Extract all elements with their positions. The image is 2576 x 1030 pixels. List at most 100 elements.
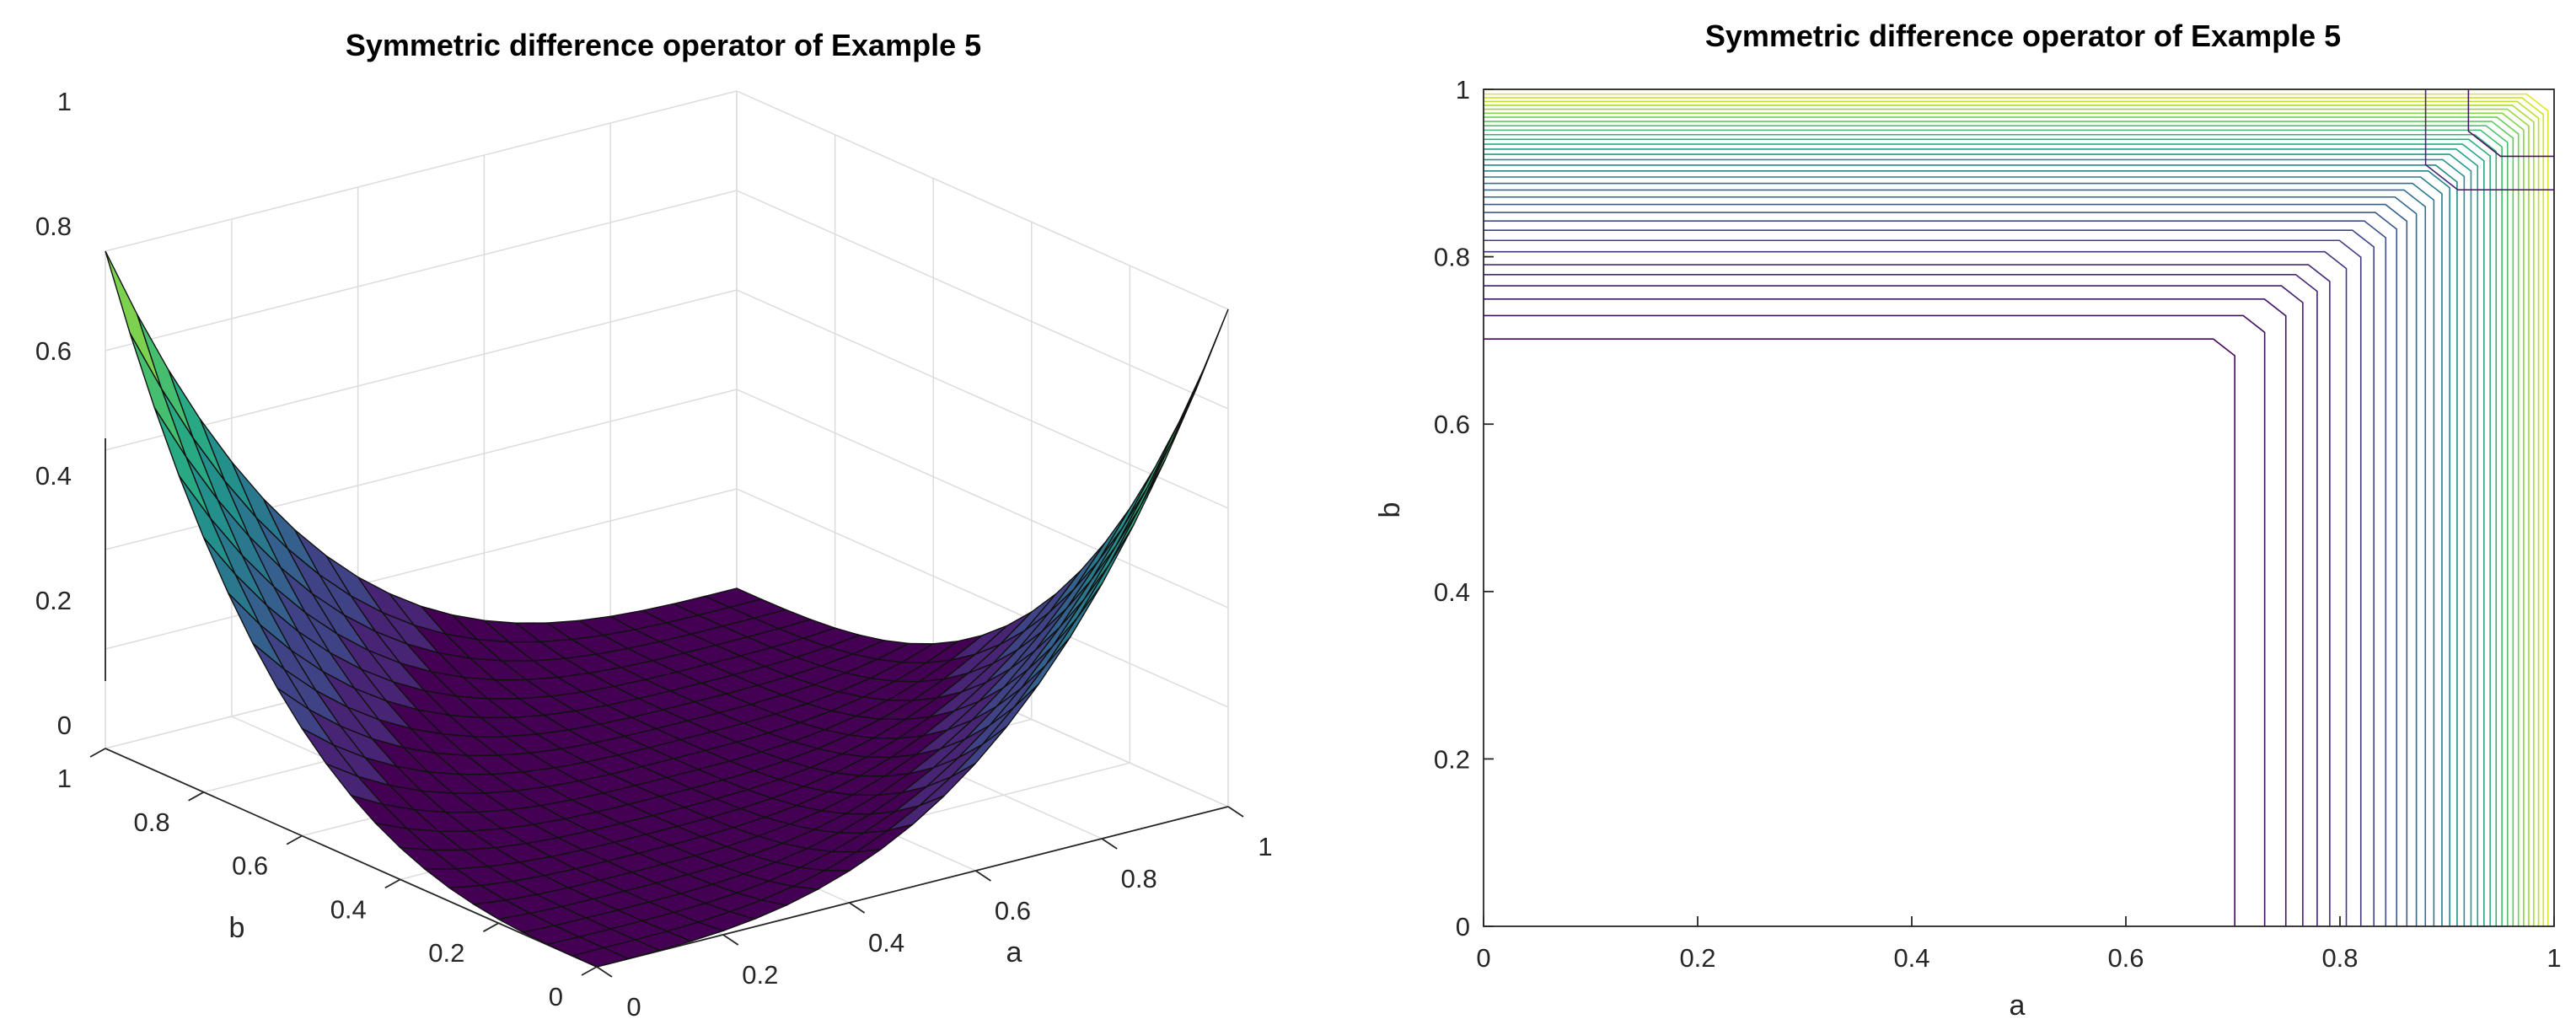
contour-level-line — [1484, 196, 2418, 926]
surface-patch — [1171, 308, 1229, 442]
surface-a-axis — [596, 806, 1229, 968]
contour-title: Symmetric difference operator of Example… — [1705, 19, 2341, 53]
contour-level-line — [1484, 143, 2485, 926]
contour-plot: Symmetric difference operator of Example… — [1374, 19, 2562, 1022]
contour-level-line — [1484, 229, 2375, 926]
contour-level-line — [1484, 212, 2398, 926]
surface-a-tick — [596, 966, 613, 978]
surface-grid-line — [105, 289, 1229, 509]
surface-z-tick-label: 0.4 — [35, 461, 72, 491]
contour-level-line — [1484, 138, 2491, 926]
surface-ticks: 0 0.2 0.4 0.6 0.8 1 0 0.2 0.4 0.6 0.8 1 0 0.2 0.4 0.6 0.… — [35, 87, 1273, 1022]
contour-b-label: b — [1374, 502, 1406, 518]
contour-level-line — [1484, 153, 2472, 926]
contour-level-line — [1484, 189, 2427, 926]
surface-b-tick — [384, 878, 401, 889]
contour-level-line — [1484, 176, 2443, 926]
contour-a-tick-label: 1 — [2546, 943, 2561, 973]
contour-level-line — [1484, 93, 2549, 926]
surface-patch — [1115, 441, 1173, 547]
contour-a-tick-label: 0.2 — [1679, 943, 1715, 973]
contour-level-line — [1484, 116, 2520, 926]
contour-level-line — [1484, 285, 2304, 926]
contour-level-line — [1484, 338, 2235, 926]
contour-level-line — [1484, 250, 2348, 926]
surface-a-label: a — [1006, 936, 1022, 968]
surface-a-tick — [1227, 806, 1244, 818]
contour-level-line — [1484, 108, 2530, 926]
surface-b-tick — [188, 791, 205, 802]
surface-z-tick-label: 0.6 — [35, 336, 72, 366]
surface-b-tick-label: 0.4 — [330, 894, 367, 924]
contour-axes-box — [1483, 89, 2555, 927]
surface-patch — [1122, 421, 1180, 528]
contour-b-tick-label: 0 — [1456, 912, 1470, 941]
surface-a-tick-label: 0.2 — [742, 960, 778, 990]
surface-z-tick-label: 1 — [57, 87, 72, 116]
contour-b-tick-label: 0.2 — [1434, 744, 1470, 774]
contour-level-line — [1484, 129, 2503, 926]
contour-level-line — [1484, 264, 2331, 926]
contour-level-line — [1484, 203, 2408, 926]
contour-level-line — [1484, 133, 2498, 926]
surface-b-tick-label: 1 — [57, 764, 72, 793]
surface-b-tick — [581, 966, 598, 976]
contour-a-label: a — [2010, 990, 2026, 1022]
contour-level-line — [1484, 100, 2540, 926]
surface-z-tick-label: 0.2 — [35, 586, 72, 615]
surface-b-label: b — [229, 912, 245, 944]
contour-level-line — [1484, 182, 2435, 926]
surface-b-tick-label: 0 — [549, 982, 563, 1011]
surface-patch — [1108, 459, 1166, 566]
surface-patch — [1097, 468, 1156, 562]
surface-grid-line — [105, 190, 1229, 410]
contour-level-line — [1484, 105, 2535, 926]
surface-patch — [1090, 486, 1148, 581]
contour-level-line — [1484, 158, 2466, 926]
contour-lines — [1484, 89, 2554, 926]
contour-corner-line — [2467, 89, 2554, 158]
surface-axes — [105, 438, 1229, 968]
surface-title: Symmetric difference operator of Example… — [346, 28, 981, 62]
surface-plot: Symmetric difference operator of Example… — [35, 28, 1273, 1022]
contour-b-tick-label: 1 — [1456, 75, 1470, 105]
contour-level-line — [1484, 273, 2318, 926]
contour-b-tick-label: 0.6 — [1434, 410, 1470, 439]
surface-z-tick-label: 0.8 — [35, 212, 72, 241]
contour-level-line — [1484, 97, 2545, 926]
contour-level-line — [1484, 170, 2450, 926]
contour-a-tick-label: 0.6 — [2107, 943, 2144, 973]
contour-level-line — [1484, 298, 2287, 926]
contour-a-tick-label: 0 — [1476, 943, 1490, 973]
contour-level-line — [1484, 121, 2514, 926]
surface-b-tick-label: 0.2 — [428, 938, 464, 968]
contour-b-tick-label: 0.8 — [1434, 243, 1470, 272]
surface-a-tick — [974, 870, 991, 882]
surface-b-tick — [286, 834, 303, 845]
contour-level-line — [1484, 148, 2479, 926]
contour-corner-line — [2424, 89, 2554, 190]
contour-b-tick-label: 0.4 — [1434, 577, 1470, 607]
surface-a-tick — [722, 934, 739, 946]
surface-patch — [570, 947, 631, 968]
contour-plot-area — [1484, 89, 2554, 926]
surface-a-tick-label: 0.8 — [1121, 864, 1157, 893]
surface-patch — [105, 250, 163, 389]
surface-b-tick-label: 0.8 — [133, 807, 169, 837]
contour-level-line — [1484, 112, 2525, 926]
contour-level-line — [1484, 164, 2458, 926]
contour-a-tick-label: 0.8 — [2321, 943, 2358, 973]
surface-mesh — [105, 250, 1229, 968]
contour-level-line — [1484, 220, 2387, 926]
surface-b-tick — [89, 748, 106, 758]
surface-z-tick-label: 0 — [57, 711, 72, 740]
surface-a-tick-label: 1 — [1258, 832, 1272, 861]
contour-level-line — [1484, 239, 2362, 926]
surface-patch — [1083, 506, 1141, 600]
surface-patch — [1140, 388, 1198, 507]
surface-a-tick-label: 0.6 — [995, 896, 1031, 925]
surface-b-tick — [482, 922, 499, 932]
surface-a-tick — [1101, 838, 1118, 850]
contour-ticks: 0 0.2 0.4 0.6 0.8 1 0 0.2 0.4 0.6 0.8 1 — [1434, 75, 2562, 973]
surface-a-tick — [849, 902, 866, 914]
